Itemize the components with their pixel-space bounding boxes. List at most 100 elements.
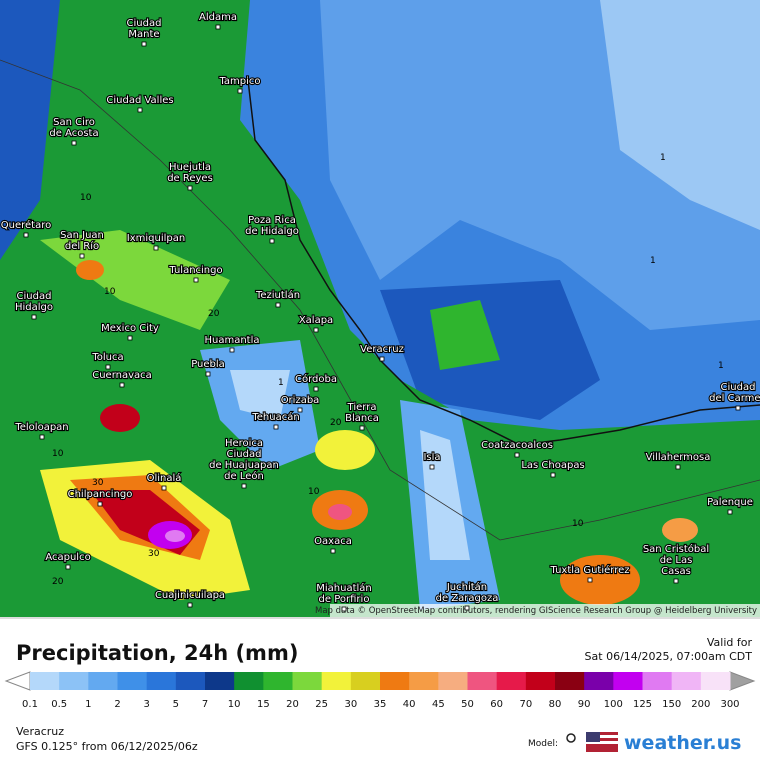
city-label: Heroica bbox=[225, 438, 263, 449]
city-label: Aldama bbox=[199, 12, 237, 23]
legend-tick: 0.5 bbox=[51, 699, 67, 710]
contour-label: 1 bbox=[660, 153, 666, 163]
city-label: Tampico bbox=[218, 76, 260, 87]
legend-swatch bbox=[175, 672, 206, 690]
city-label: Palenque bbox=[707, 497, 753, 508]
legend-tick: 20 bbox=[286, 699, 299, 710]
legend-swatch bbox=[438, 672, 468, 690]
city-dot bbox=[161, 485, 167, 491]
city-label: Mexico City bbox=[101, 323, 159, 334]
legend-tick: 25 bbox=[315, 699, 328, 710]
city-label: Ixmiquilpan bbox=[127, 233, 185, 244]
city-dot bbox=[429, 464, 435, 470]
city-label: Chilpancingo bbox=[68, 489, 133, 500]
city-label: San Cristóbal bbox=[643, 543, 709, 555]
city-label: Isla bbox=[423, 452, 440, 463]
flag-canton bbox=[586, 732, 600, 742]
rain-area bbox=[600, 0, 760, 230]
legend-tick: 125 bbox=[633, 699, 652, 710]
city-label: Las Choapas bbox=[521, 460, 584, 471]
contour-label: 1 bbox=[278, 378, 284, 388]
city-dot bbox=[79, 253, 85, 259]
legend-swatch bbox=[321, 672, 352, 690]
city-label: San Juan bbox=[60, 230, 104, 241]
legend-tick: 10 bbox=[228, 699, 241, 710]
city-dot bbox=[229, 347, 235, 353]
city-dot bbox=[105, 364, 111, 370]
rain-area bbox=[0, 0, 60, 260]
city-dot bbox=[464, 605, 470, 611]
legend-tick: 40 bbox=[403, 699, 416, 710]
rain-area bbox=[662, 518, 698, 542]
city-label: Coatzacoalcos bbox=[481, 440, 553, 451]
city-label: Huamantla bbox=[204, 335, 259, 346]
city-label: Ciudad bbox=[227, 449, 262, 460]
city-dot bbox=[275, 302, 281, 308]
legend-swatch bbox=[205, 672, 235, 690]
legend-tick: 300 bbox=[720, 699, 739, 710]
title: Precipitation, 24h (mm) bbox=[16, 641, 298, 665]
city-label: Ciudad bbox=[721, 382, 756, 393]
city-label: Villahermosa bbox=[646, 452, 711, 463]
region: Veracruz bbox=[16, 725, 64, 738]
legend-tick: 50 bbox=[461, 699, 474, 710]
city-label: Tierra bbox=[347, 402, 377, 413]
city-label: de Huajuapan bbox=[209, 460, 279, 471]
city-label: Tuxtla Gutiérrez bbox=[549, 564, 629, 576]
legend-swatch bbox=[584, 672, 614, 690]
city-dot bbox=[205, 371, 211, 377]
city-label: Blanca bbox=[345, 413, 379, 424]
attribution-bg bbox=[330, 604, 760, 617]
rain-area bbox=[328, 504, 352, 520]
valid-time: Sat 06/14/2025, 07:00am CDT bbox=[585, 650, 753, 663]
model-label: Model: bbox=[528, 739, 558, 749]
city-dot bbox=[119, 382, 125, 388]
city-dot bbox=[137, 107, 143, 113]
city-label: Xalapa bbox=[299, 315, 333, 326]
city-dot bbox=[297, 407, 303, 413]
rain-area bbox=[76, 260, 104, 280]
legend-tick: 60 bbox=[490, 699, 503, 710]
legend-swatch bbox=[350, 672, 381, 690]
city-label: de Porfirio bbox=[319, 594, 370, 605]
legend-swatch bbox=[380, 672, 410, 690]
legend-swatch bbox=[671, 672, 702, 690]
legend-swatch bbox=[146, 672, 177, 690]
city-label: Ciudad bbox=[127, 18, 162, 29]
legend-swatch bbox=[467, 672, 498, 690]
city-label: de León bbox=[224, 470, 264, 482]
city-dot bbox=[71, 140, 77, 146]
city-label: Olinalá bbox=[147, 472, 182, 484]
city-dot bbox=[379, 356, 385, 362]
model-run: GFS 0.125° from 06/12/2025/06z bbox=[16, 740, 198, 753]
legend-swatch bbox=[59, 672, 89, 690]
legend-swatch bbox=[234, 672, 264, 690]
city-dot bbox=[550, 472, 556, 478]
legend-tick: 100 bbox=[604, 699, 623, 710]
legend-swatch bbox=[292, 672, 323, 690]
city-label: Veracruz bbox=[360, 344, 404, 355]
city-label: Poza Rica bbox=[248, 215, 296, 226]
city-label: Miahuatlán bbox=[316, 582, 372, 594]
contour-label: 10 bbox=[572, 519, 584, 529]
legend-tick: 70 bbox=[519, 699, 532, 710]
city-label: Córdoba bbox=[295, 373, 337, 385]
legend-tick: 200 bbox=[691, 699, 710, 710]
city-dot bbox=[153, 245, 159, 251]
city-label: de Acosta bbox=[49, 128, 98, 139]
city-label: Querétaro bbox=[1, 219, 51, 231]
legend-tick: 2 bbox=[114, 699, 120, 710]
city-dot bbox=[313, 386, 319, 392]
legend-swatch bbox=[117, 672, 148, 690]
flag-stripe bbox=[586, 741, 618, 744]
legend-swatch bbox=[700, 672, 731, 690]
city-dot bbox=[237, 88, 243, 94]
legend-swatch bbox=[642, 672, 673, 690]
city-dot bbox=[215, 24, 221, 30]
city-dot bbox=[269, 238, 275, 244]
legend-swatch bbox=[555, 672, 585, 690]
rain-area bbox=[420, 430, 470, 560]
city-label: Acapulco bbox=[45, 552, 90, 563]
legend-tick: 30 bbox=[344, 699, 357, 710]
